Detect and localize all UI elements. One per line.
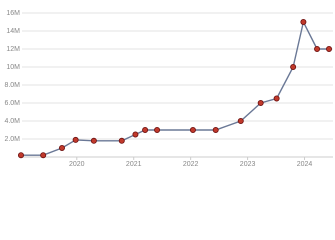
point (154, 127, 161, 134)
point (142, 127, 149, 134)
x-tick-label: 2024 (297, 161, 313, 168)
point (90, 137, 97, 144)
chart: 2.0M 4.0M 6.0M 8.0M 10M 12M 14M 16M 2020 2021 2022… (4, 10, 333, 168)
point (40, 152, 47, 159)
point (273, 95, 280, 102)
point (189, 127, 196, 134)
point (72, 136, 79, 143)
x-tick-label: 2021 (126, 161, 142, 168)
point (17, 152, 24, 159)
y-tick-label: 16M (6, 10, 20, 17)
y-tick-label: 8.0M (4, 82, 20, 89)
y-tick-label: 12M (6, 46, 20, 53)
point (326, 46, 333, 53)
y-tick-label: 2.0M (4, 136, 20, 143)
point (58, 144, 65, 151)
point (314, 46, 321, 53)
y-tick-label: 4.0M (4, 118, 20, 125)
point (300, 18, 307, 25)
x-tick-label: 2020 (69, 161, 85, 168)
point (212, 127, 219, 134)
point (257, 100, 264, 107)
x-tick-label: 2023 (240, 161, 256, 168)
point (132, 131, 139, 138)
x-tick-label: 2022 (183, 161, 199, 168)
point (290, 64, 297, 71)
series-line (20, 19, 330, 156)
y-tick-label: 10M (6, 64, 20, 71)
y-tick-label: 14M (6, 28, 20, 35)
y-tick-label: 6.0M (4, 100, 20, 107)
point (118, 137, 125, 144)
point (237, 118, 244, 125)
